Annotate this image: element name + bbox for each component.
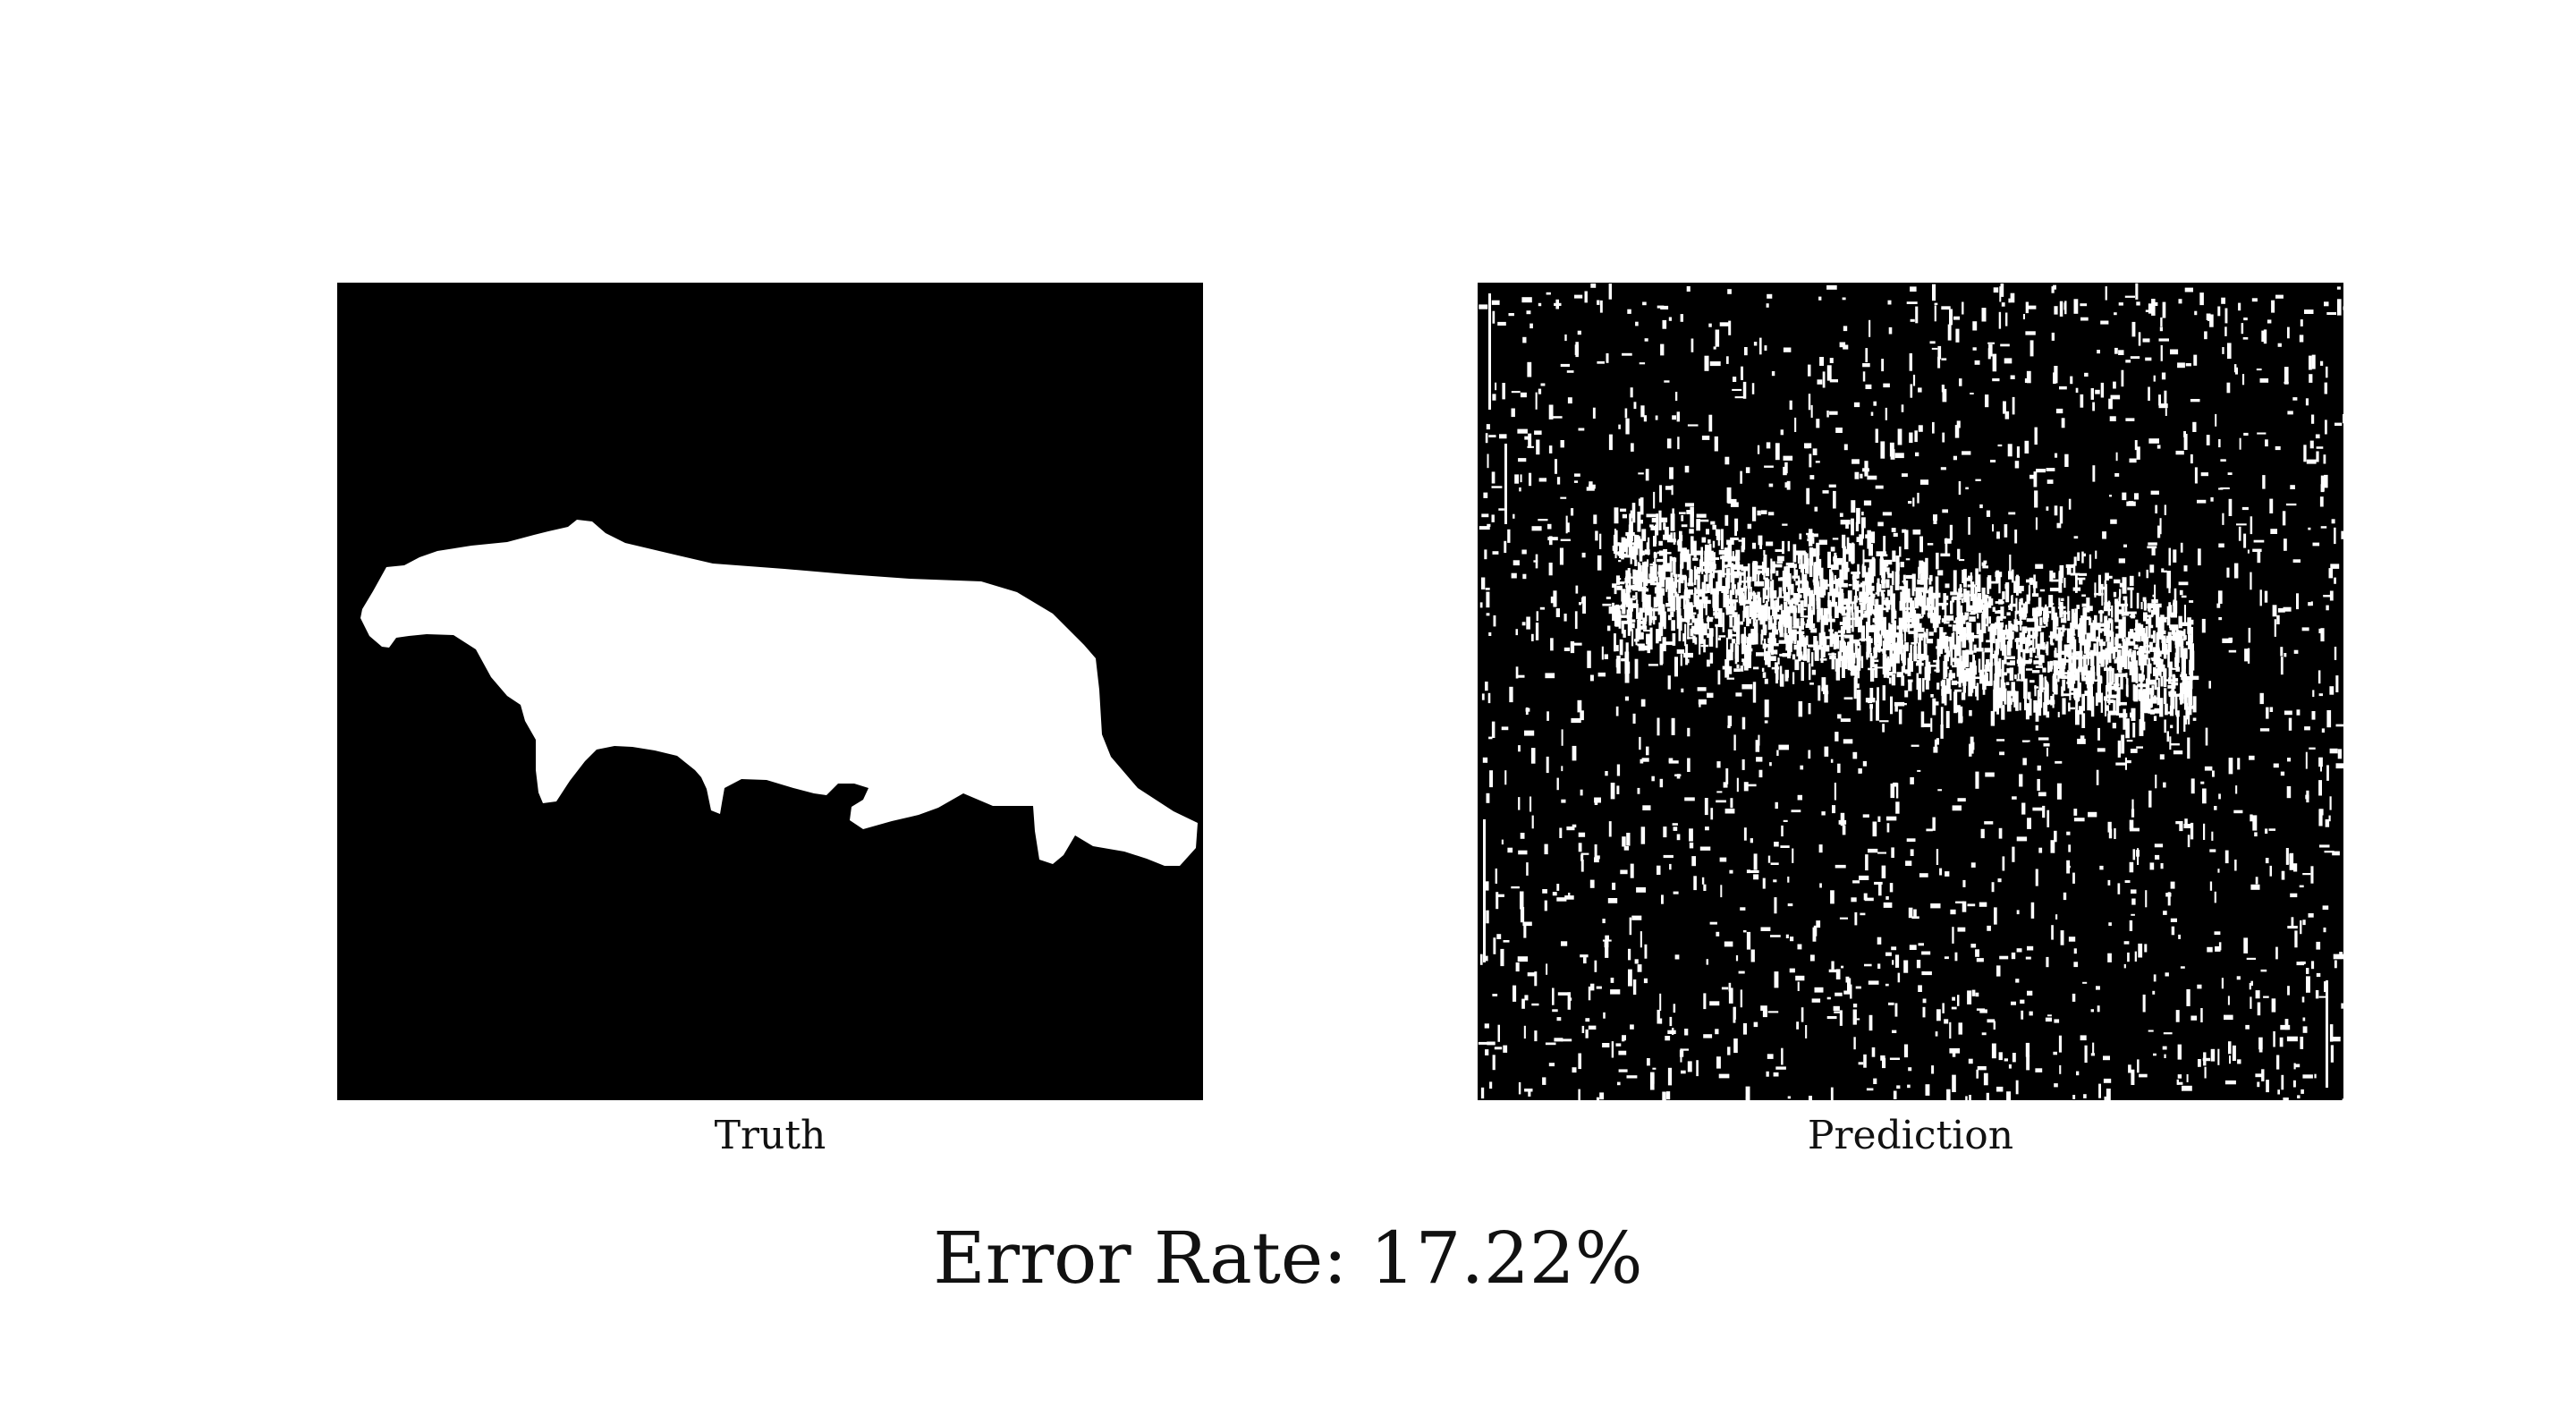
truth-silhouette [360, 520, 1198, 866]
error-rate-label: Error Rate: 17.22% [933, 1216, 1643, 1300]
truth-mask-image [337, 283, 1203, 1100]
prediction-caption: Prediction [1807, 1113, 2014, 1158]
prediction-mask-image [1478, 283, 2343, 1100]
truth-caption: Truth [714, 1113, 826, 1158]
prediction-noise-pattern [1478, 283, 2343, 1100]
